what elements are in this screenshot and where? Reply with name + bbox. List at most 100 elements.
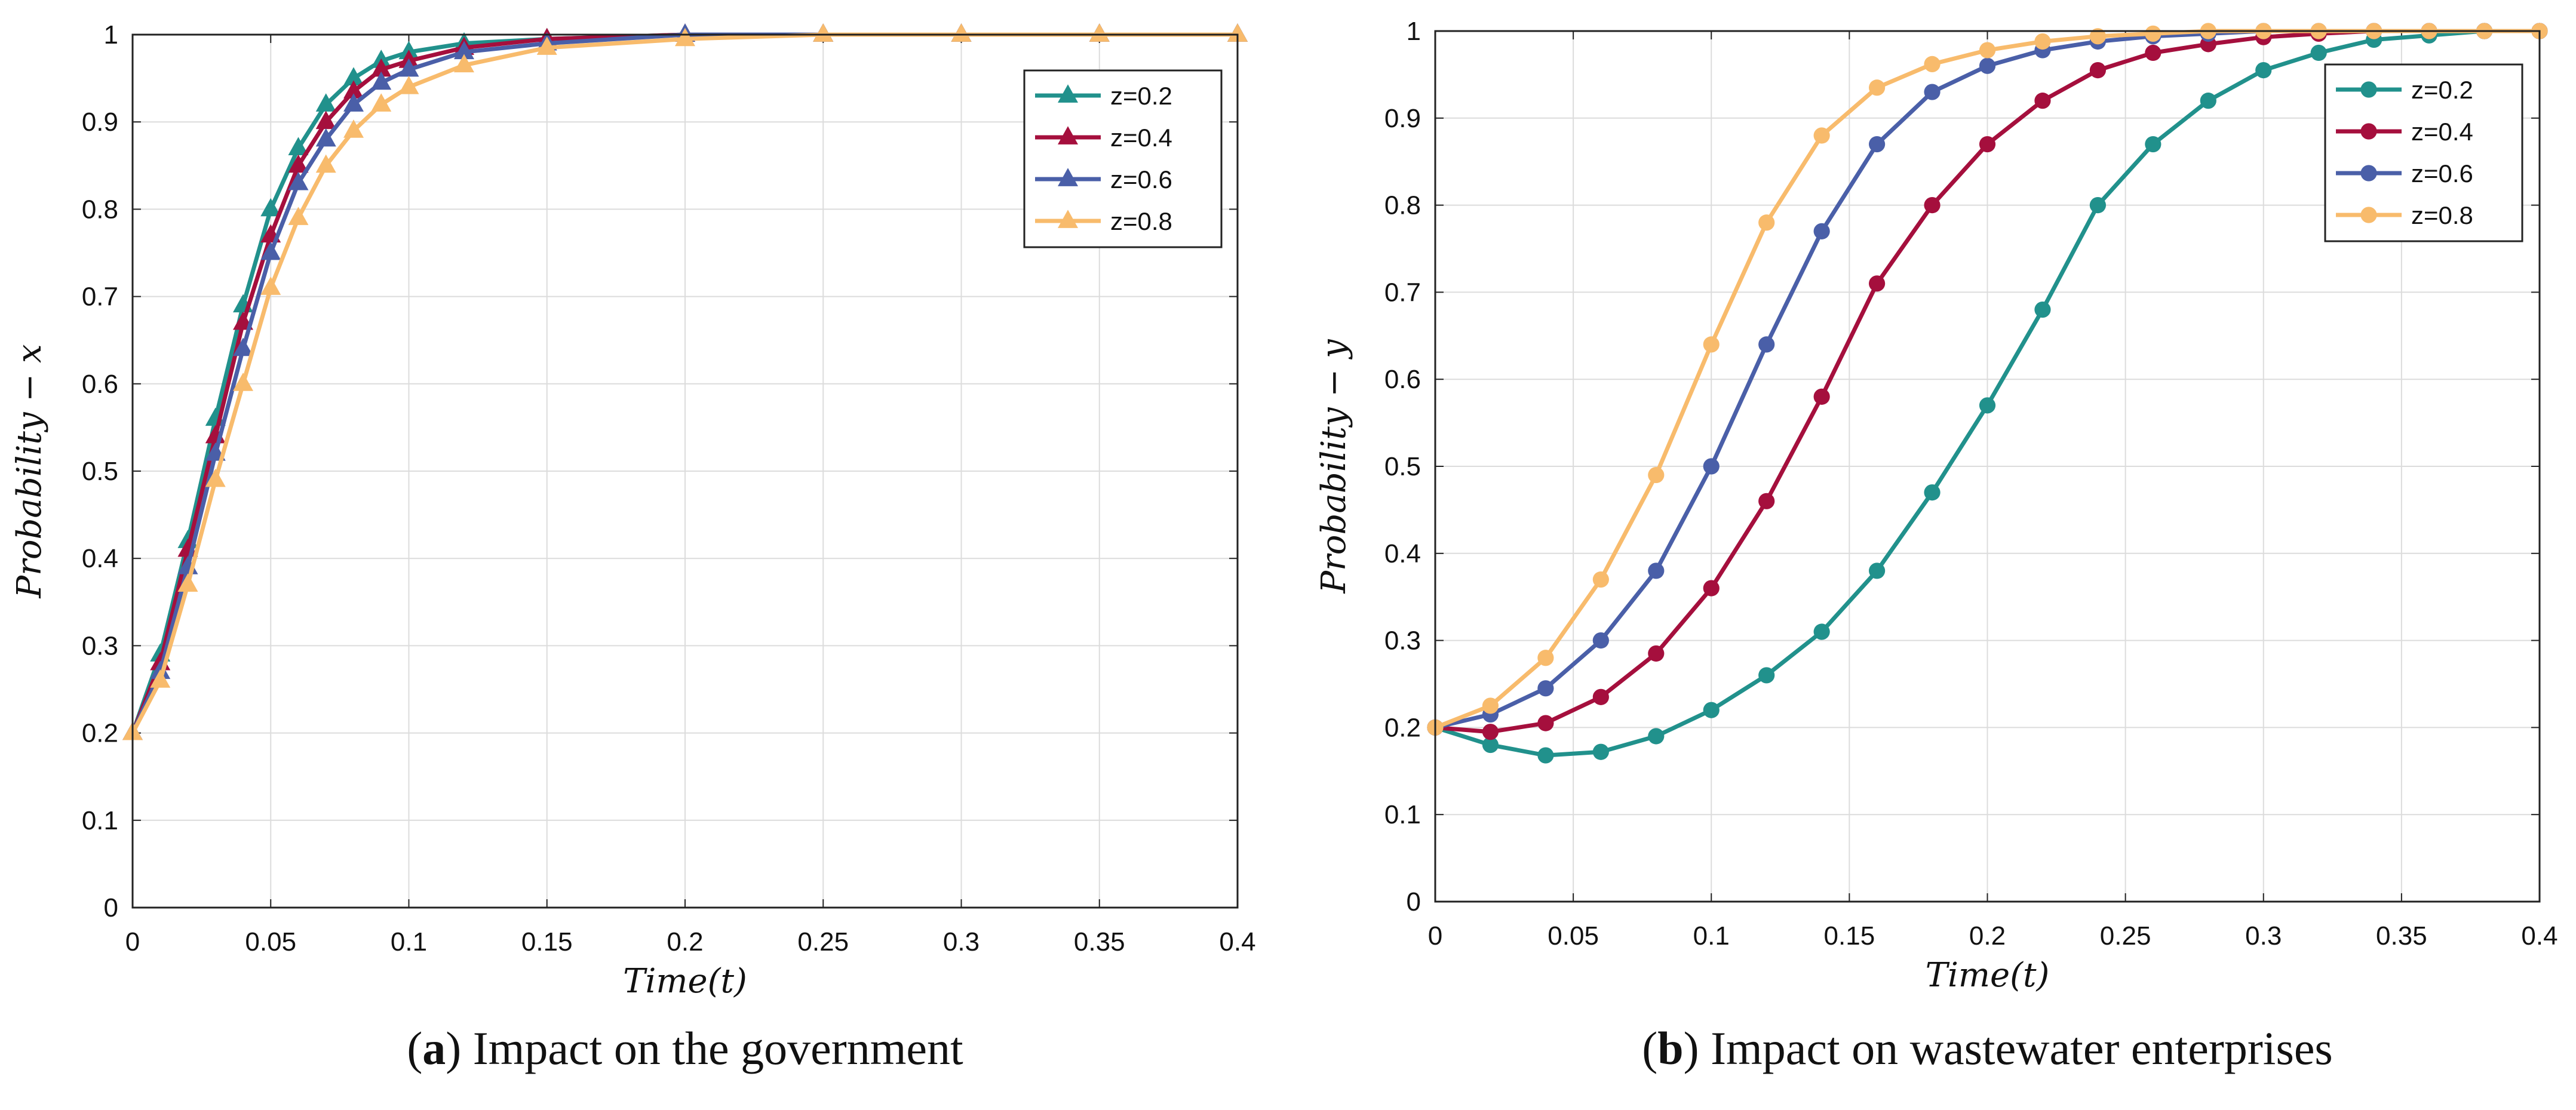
- data-point: [343, 119, 364, 138]
- data-point: [1648, 562, 1665, 579]
- data-point: [1758, 336, 1775, 353]
- x-tick-label: 0.35: [2376, 921, 2427, 951]
- legend-label: z=0.2: [2411, 76, 2473, 104]
- y-tick-label: 0.8: [82, 195, 118, 224]
- data-point: [398, 76, 419, 94]
- x-tick-label: 0: [125, 927, 140, 957]
- y-tick-label: 0.4: [1384, 539, 1421, 568]
- x-tick-label: 0.25: [2100, 921, 2151, 951]
- chart-panel-b: 0 0.05 0.1 0.15 0.2 0.25 0.3 0.35 0.4 0 0.1 0.2 0.3 0…: [1315, 17, 2558, 1074]
- x-tick-label: 0.2: [1969, 921, 2006, 951]
- caption-paren-close: ): [1684, 1022, 1711, 1074]
- data-point: [371, 93, 392, 112]
- caption-title: Impact on wastewater enterprises: [1711, 1022, 2333, 1074]
- data-point: [2310, 44, 2327, 62]
- x-axis-label: Time(t): [623, 962, 747, 1001]
- data-point: [1924, 484, 1941, 501]
- data-point: [1758, 214, 1775, 231]
- x-tick-label: 0.3: [943, 927, 980, 957]
- data-point: [1979, 397, 1996, 414]
- x-tick-label: 0.05: [245, 927, 296, 957]
- y-tick-label: 0.4: [82, 544, 118, 573]
- caption-tag: b: [1657, 1022, 1683, 1074]
- data-point: [1703, 458, 1720, 475]
- data-point: [288, 171, 309, 190]
- legend-swatch-marker: [2360, 81, 2377, 98]
- x-tick-label: 0.2: [667, 927, 703, 957]
- legend-swatch-marker: [1058, 210, 1078, 228]
- data-point: [2089, 28, 2106, 45]
- legend-label: z=0.4: [2411, 118, 2473, 146]
- data-point: [951, 23, 972, 42]
- data-point: [1869, 562, 1886, 579]
- data-point: [1813, 223, 1830, 239]
- data-point: [1979, 57, 1996, 74]
- data-point: [1869, 275, 1886, 292]
- data-point: [343, 80, 364, 99]
- data-point: [177, 573, 198, 592]
- data-point: [150, 669, 171, 688]
- data-point: [1813, 388, 1830, 405]
- data-point: [398, 58, 419, 77]
- data-point: [2200, 93, 2216, 109]
- y-tick-label: 0.3: [82, 631, 118, 660]
- legend-box: [2324, 63, 2523, 242]
- legend-swatch-marker: [2360, 207, 2377, 223]
- y-tick-label: 0.5: [1384, 452, 1421, 481]
- legend: z=0.2 z=0.4 z=0.6 z=0.8: [2324, 63, 2523, 242]
- legend: z=0.2 z=0.4 z=0.6 z=0.8: [1023, 69, 1223, 248]
- data-point: [1592, 571, 1609, 588]
- data-point: [1869, 136, 1886, 153]
- caption-paren-open: (: [407, 1022, 422, 1074]
- data-point: [260, 241, 281, 260]
- data-point: [536, 36, 557, 55]
- data-point: [205, 468, 226, 487]
- x-tick-label: 0.3: [2245, 921, 2282, 951]
- data-point: [371, 71, 392, 90]
- caption-tag: a: [422, 1022, 446, 1074]
- caption-title: Impact on the government: [473, 1022, 963, 1074]
- legend-swatch-marker: [2360, 165, 2377, 182]
- data-point: [675, 27, 695, 47]
- x-tick-label: 0.4: [2521, 921, 2557, 951]
- data-point: [1592, 743, 1609, 760]
- data-point: [1703, 580, 1720, 596]
- y-tick-label: 0.9: [1384, 104, 1421, 133]
- panel-caption: (b) Impact on wastewater enterprises: [1642, 1022, 2333, 1074]
- x-tick-label: 0.15: [1824, 921, 1875, 951]
- data-point: [1869, 79, 1886, 96]
- data-point: [1537, 747, 1554, 764]
- data-point: [1979, 42, 1996, 59]
- legend-swatch-marker: [1058, 84, 1078, 103]
- data-point: [1482, 697, 1499, 714]
- data-point: [343, 93, 364, 112]
- data-point: [2034, 33, 2051, 50]
- data-point: [1813, 127, 1830, 144]
- panel-caption: (a) Impact on the government: [407, 1022, 963, 1074]
- data-point: [1703, 702, 1720, 718]
- data-point: [1537, 715, 1554, 731]
- x-tick-label: 0.4: [1219, 927, 1255, 957]
- data-point: [260, 276, 281, 295]
- y-tick-label: 0.1: [1384, 800, 1421, 829]
- legend-label: z=0.6: [1110, 165, 1172, 193]
- x-tick-label: 0.1: [391, 927, 427, 957]
- data-point: [2089, 197, 2106, 214]
- data-point: [1482, 736, 1499, 754]
- data-point: [288, 207, 309, 225]
- data-point: [2034, 301, 2051, 318]
- legend-swatch-marker: [2360, 123, 2377, 140]
- data-point: [1648, 728, 1665, 745]
- x-tick-label: 0.15: [521, 927, 573, 957]
- data-point: [2145, 136, 2161, 153]
- data-point: [315, 128, 336, 147]
- data-point: [315, 110, 336, 130]
- data-point: [1537, 650, 1554, 666]
- data-point: [1648, 466, 1665, 484]
- data-point: [1758, 667, 1775, 684]
- x-tick-label: 0.1: [1693, 921, 1730, 951]
- x-tick-label: 0.25: [797, 927, 849, 957]
- data-point: [1648, 645, 1665, 662]
- data-point: [315, 154, 336, 173]
